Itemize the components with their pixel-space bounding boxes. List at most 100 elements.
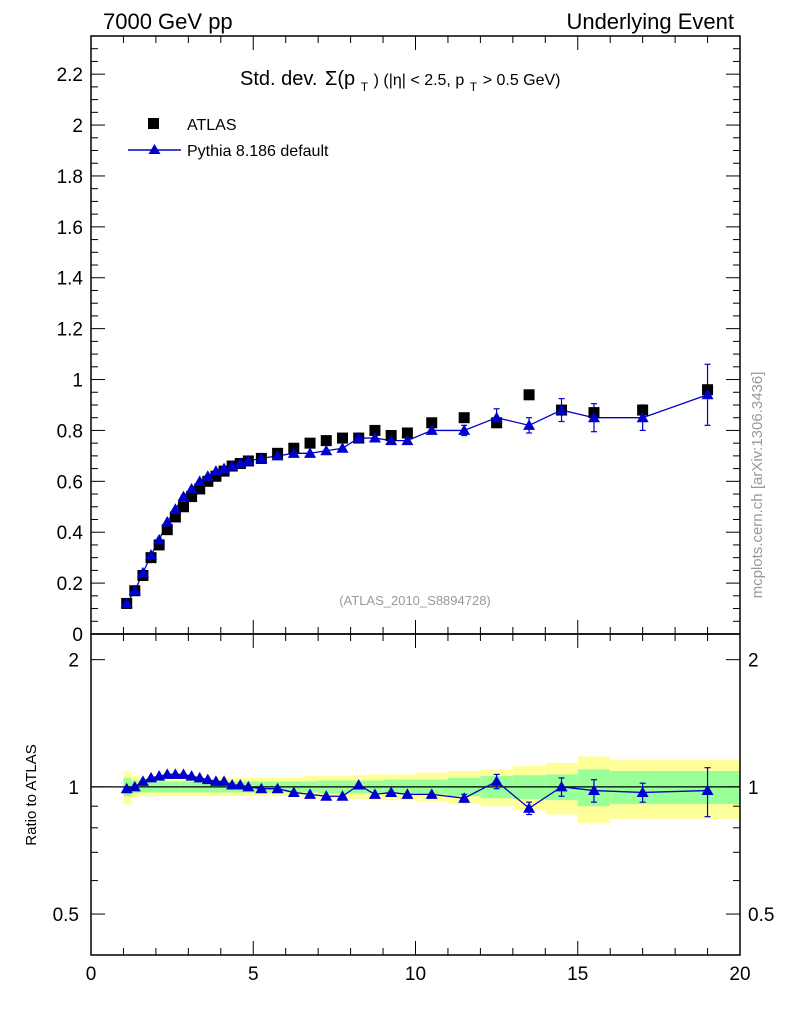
main-y-tick-label: 0: [72, 625, 83, 646]
ratio-pythia-point: [458, 792, 471, 803]
pythia-point: [242, 454, 255, 466]
atlas-point: [210, 470, 222, 482]
pythia-point: [304, 447, 317, 458]
title-sub-t1: T: [361, 80, 369, 94]
ratio-pythia-point: [209, 775, 222, 786]
pythia-point: [169, 503, 182, 514]
pythia-point: [458, 424, 471, 435]
ratio-y-label: Ratio to ATLAS: [23, 744, 40, 845]
atlas-point: [169, 511, 181, 523]
atlas-point: [491, 417, 503, 429]
atlas-point: [304, 437, 316, 449]
pythia-point: [701, 388, 714, 400]
pythia-point: [271, 449, 284, 461]
ratio-y-tick-label-left: 1: [68, 778, 79, 799]
atlas-point: [637, 404, 649, 416]
ratio-x-tick-label: 15: [567, 964, 588, 985]
atlas-point: [401, 427, 413, 439]
pythia-point: [153, 533, 166, 545]
title-sigma: Σ(p: [325, 68, 355, 90]
atlas-point: [177, 501, 189, 513]
atlas-point: [153, 539, 165, 551]
ratio-pythia-point: [185, 770, 198, 781]
ratio-x-tick-label: 20: [729, 964, 750, 985]
main-y-tick-label: 1.6: [57, 218, 83, 239]
ratio-pythia-point: [169, 768, 182, 779]
ratio-pythia-point: [352, 779, 365, 790]
ratio-pythia-point: [201, 773, 214, 785]
ratio-pythia-point: [177, 768, 190, 779]
pythia-point: [161, 516, 174, 527]
main-title: Std. dev. Σ(p T ) (|η| < 2.5, p T > 0.5 …: [240, 68, 561, 96]
atlas-point: [320, 435, 332, 447]
main-y-tick-label: 2: [72, 116, 83, 137]
pythia-point: [255, 452, 268, 463]
ratio-pythia-point: [226, 779, 239, 790]
atlas-point: [458, 412, 470, 424]
atlas-point: [202, 475, 214, 487]
pythia-point: [120, 597, 133, 608]
ratio-pythia-point: [385, 786, 398, 797]
ratio-pythia-point: [304, 788, 317, 799]
ratio-x-tick-label: 5: [248, 964, 259, 985]
atlas-point: [426, 417, 438, 429]
pythia-point: [201, 470, 214, 481]
pythia-point: [336, 442, 349, 453]
pythia-point: [490, 411, 503, 423]
main-data-marks: [120, 363, 714, 609]
ratio-y-tick-label-right: 0.5: [748, 905, 774, 926]
main-y-tick-label: 1.2: [57, 320, 83, 341]
ratio-x-tick-label: 10: [405, 964, 426, 985]
main-panel: 0 0.2 0.4 0.6 0.8 1 1.2 1.4 1.6 1.8 2 2.2 Std. dev.…: [57, 35, 741, 646]
pythia-point: [555, 404, 568, 415]
ratio-pythia-point: [234, 779, 247, 790]
main-y-tick-label: 0.4: [57, 523, 84, 544]
main-y-tick-label: 1.8: [57, 167, 83, 188]
pythia-point: [368, 432, 381, 443]
ratio-pythia-point: [490, 775, 503, 786]
pythia-point: [401, 434, 414, 446]
main-y-axis: 0 0.2 0.4 0.6 0.8 1 1.2 1.4 1.6 1.8 2 2.2: [57, 48, 740, 646]
header-left: 7000 GeV pp: [103, 9, 233, 34]
pythia-point: [193, 475, 206, 486]
title-sub-t2: T: [470, 80, 478, 94]
legend-marker-atlas: [148, 118, 159, 129]
main-y-tick-label: 0.2: [57, 574, 83, 595]
ratio-pythia-point: [320, 790, 333, 801]
ratio-pythia-point: [161, 768, 174, 779]
ratio-pythia-point: [636, 786, 649, 797]
header-right: Underlying Event: [566, 9, 734, 34]
title-rest1: ) (|η| < 2.5, p: [374, 72, 465, 89]
ratio-pythia-point: [287, 786, 300, 797]
main-y-tick-label: 1: [72, 371, 83, 392]
main-y-tick-label: 1.4: [57, 269, 84, 290]
atlas-point: [161, 524, 173, 536]
pythia-point: [385, 434, 398, 446]
main-x-ticks: [90, 36, 741, 634]
main-y-tick-label: 0.6: [57, 472, 83, 493]
main-y-tick-label: 0.8: [57, 421, 83, 442]
title-main: Std. dev.: [240, 68, 317, 90]
ratio-panel: 0 5 10 15 20 0.5 0.5 1 1 2 2 Ratio to ATLAS: [23, 633, 774, 985]
analysis-label: (ATLAS_2010_S8894728): [339, 593, 491, 608]
atlas-point: [336, 432, 348, 444]
pythia-point: [320, 444, 333, 456]
pythia-point: [177, 490, 190, 502]
main-frame: [90, 35, 741, 635]
atlas-point: [369, 424, 381, 436]
pythia-point: [636, 411, 649, 423]
ratio-pythia-point: [701, 784, 714, 796]
pythia-point: [352, 432, 365, 443]
legend-label-pythia: Pythia 8.186 default: [187, 143, 329, 160]
legend-label-atlas: ATLAS: [187, 117, 237, 134]
pythia-point: [128, 584, 141, 596]
pythia-point: [136, 566, 149, 578]
ratio-data-marks: [120, 767, 714, 818]
pythia-point: [523, 419, 536, 430]
ratio-pythia-point: [336, 790, 349, 801]
svg-text:Std. dev. Σ(p: Std. dev. Σ(p T ) (|η| < 2.5, p T > 0.5 …: [240, 68, 561, 96]
ratio-pythia-point: [193, 771, 206, 783]
ratio-pythia-point: [523, 802, 536, 813]
pythia-point: [587, 411, 600, 423]
